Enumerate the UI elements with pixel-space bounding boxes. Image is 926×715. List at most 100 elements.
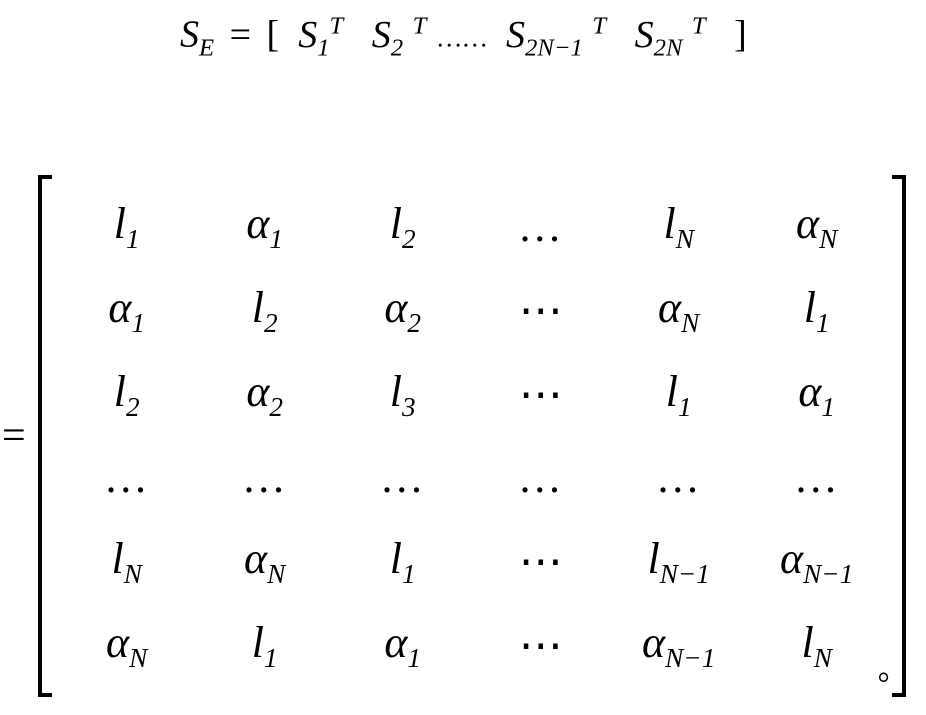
cell-base: l <box>647 534 659 583</box>
top-dots: …… <box>436 23 487 53</box>
cell-sub: N−1 <box>660 559 710 589</box>
matrix-cell-4-5: αN−1 <box>780 533 853 590</box>
cell-base: α <box>246 367 269 416</box>
cell-sub: 2 <box>264 308 278 338</box>
cell-base: α <box>246 199 269 248</box>
cell-sub: N <box>814 643 832 673</box>
matrix-cell-5-4: αN−1 <box>642 617 715 674</box>
term-1-sup: T <box>330 12 344 39</box>
cell-sub: 1 <box>407 643 421 673</box>
cell-sub: N−1 <box>665 643 715 673</box>
matrix-cell-0-4: lN <box>663 198 693 255</box>
cell-sub: 1 <box>402 559 416 589</box>
cell-sub: 2 <box>402 224 416 254</box>
cell-base: l <box>666 367 678 416</box>
cell-base: l <box>390 199 402 248</box>
matrix-cell-0-5: αN <box>796 198 837 255</box>
equals-sign: = <box>224 14 257 56</box>
lhs-base: S <box>180 14 199 56</box>
term-4-base: S <box>635 14 654 56</box>
cell-base: α <box>384 618 407 667</box>
right-bracket: ] <box>715 14 747 56</box>
matrix-cell-1-1: l2 <box>252 282 278 339</box>
matrix-cell-2-2: l3 <box>390 366 416 423</box>
cell-sub: 1 <box>126 224 140 254</box>
term-3-sub: 2N−1 <box>525 34 583 61</box>
matrix-cell-3-1: … <box>242 452 288 503</box>
cell-sub: N−1 <box>803 559 853 589</box>
cell-sub: 3 <box>402 392 416 422</box>
matrix-cell-4-4: lN−1 <box>647 533 709 590</box>
matrix-cell-5-5: lN <box>801 617 831 674</box>
cell-base: l <box>252 283 264 332</box>
cell-base: α <box>658 283 681 332</box>
term-2-sub: 2 <box>391 34 403 61</box>
left-bracket: [ <box>267 14 280 56</box>
term-4: S2N T <box>616 14 706 56</box>
matrix-equation: = l1α1l2…lNαNα1l2α2⋯αNl1l2α2l3⋯l1α1……………… <box>0 175 912 697</box>
matrix-cell-2-5: α1 <box>798 366 835 423</box>
cell-base: l <box>114 199 126 248</box>
cell-sub: 1 <box>269 224 283 254</box>
matrix-cell-1-4: αN <box>658 282 699 339</box>
cell-sub: 1 <box>816 308 830 338</box>
matrix-cell-3-3: … <box>518 452 564 503</box>
matrix-cell-1-0: α1 <box>108 282 145 339</box>
matrix-cell-3-2: … <box>380 452 426 503</box>
right-bracket-glyph: ] <box>734 14 747 56</box>
matrix-cell-3-5: … <box>794 452 840 503</box>
cell-sub: N <box>676 224 694 254</box>
cell-sub: 1 <box>821 392 835 422</box>
cell-sub: 2 <box>407 308 421 338</box>
matrix-cell-1-2: α2 <box>384 282 421 339</box>
term-1-base: S <box>298 14 317 56</box>
matrix-cell-4-3: ⋯ <box>519 536 563 587</box>
matrix-cell-1-3: ⋯ <box>519 285 563 336</box>
term-1-sub: 1 <box>317 34 329 61</box>
matrix-cell-0-3: … <box>518 201 564 252</box>
matrix-right-bracket <box>890 175 912 697</box>
term-3: S2N−1 T <box>497 14 607 56</box>
matrix-cell-4-1: αN <box>244 533 285 590</box>
cell-sub: N <box>129 643 147 673</box>
term-4-sup: T <box>692 12 706 39</box>
cell-sub: N <box>681 308 699 338</box>
matrix-cell-2-1: α2 <box>246 366 283 423</box>
top-equation: SE = [ S1T S2 T …… S2N−1 T S2N T ] <box>180 12 747 62</box>
term-2-base: S <box>372 14 391 56</box>
cell-base: α <box>798 367 821 416</box>
matrix-cell-5-2: α1 <box>384 617 421 674</box>
matrix-cell-5-0: αN <box>106 617 147 674</box>
term-2-sup: T <box>413 12 427 39</box>
matrix-grid: l1α1l2…lNαNα1l2α2⋯αNl1l2α2l3⋯l1α1………………l… <box>54 175 890 697</box>
cell-base: l <box>111 534 123 583</box>
cell-sub: N <box>124 559 142 589</box>
cell-base: l <box>801 618 813 667</box>
matrix-cell-0-0: l1 <box>114 198 140 255</box>
term-2: S2 T <box>353 14 427 56</box>
matrix-cell-1-5: l1 <box>804 282 830 339</box>
cell-base: α <box>796 199 819 248</box>
cell-base: l <box>804 283 816 332</box>
matrix-cell-0-1: α1 <box>246 198 283 255</box>
cell-sub: 1 <box>131 308 145 338</box>
matrix-cell-5-1: l1 <box>252 617 278 674</box>
cell-sub: 2 <box>269 392 283 422</box>
cell-sub: 1 <box>678 392 692 422</box>
matrix-wrap: l1α1l2…lNαNα1l2α2⋯αNl1l2α2l3⋯l1α1………………l… <box>32 175 912 697</box>
cell-sub: N <box>267 559 285 589</box>
cell-base: l <box>390 534 402 583</box>
cell-base: l <box>252 618 264 667</box>
cell-base: α <box>780 534 803 583</box>
term-4-sub: 2N <box>654 34 683 61</box>
cell-base: α <box>384 283 407 332</box>
cell-base: α <box>642 618 665 667</box>
trailing-punct: 。 <box>878 645 908 689</box>
equation-figure: SE = [ S1T S2 T …… S2N−1 T S2N T ] = l1α… <box>0 0 926 715</box>
matrix-cell-5-3: ⋯ <box>519 620 563 671</box>
matrix-cell-4-0: lN <box>111 533 141 590</box>
matrix-cell-2-3: ⋯ <box>519 369 563 420</box>
term-1: S1T <box>289 14 344 56</box>
cell-base: α <box>106 618 129 667</box>
cell-base: α <box>108 283 131 332</box>
